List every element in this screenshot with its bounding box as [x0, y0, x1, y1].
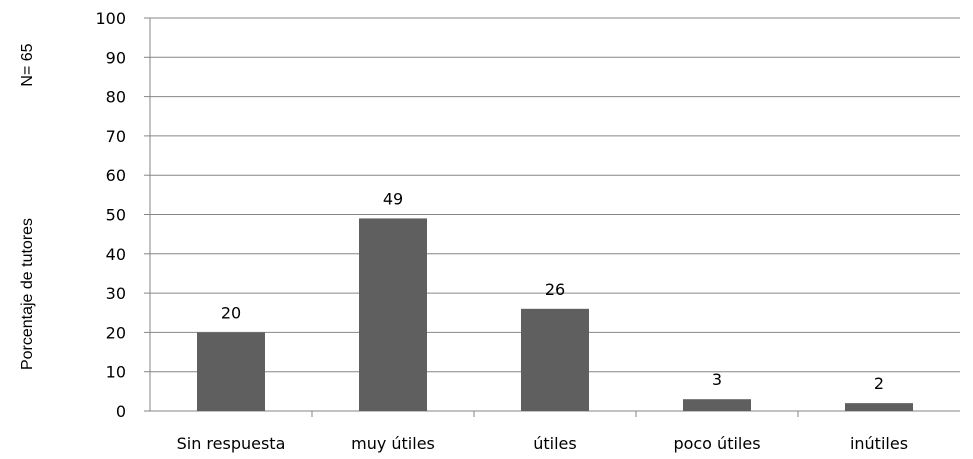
y-tick-label: 10 — [106, 363, 126, 382]
y-tick-label: 20 — [106, 323, 126, 342]
x-tick-label: poco útiles — [673, 434, 760, 453]
x-tick-label: Sin respuesta — [177, 434, 286, 453]
bar — [359, 218, 427, 411]
y-tick-label: 100 — [95, 9, 126, 28]
data-label: 49 — [383, 189, 403, 208]
y-tick-label: 80 — [106, 88, 126, 107]
bar — [197, 332, 265, 411]
y-tick-label: 70 — [106, 127, 126, 146]
bar — [683, 399, 751, 411]
data-label: 26 — [545, 280, 565, 299]
x-tick-label: inútiles — [850, 434, 908, 453]
y-tick-label: 40 — [106, 245, 126, 264]
x-tick-label: muy útiles — [351, 434, 435, 453]
bar — [521, 308, 589, 411]
y-tick-label: 30 — [106, 284, 126, 303]
data-label: 2 — [874, 374, 884, 393]
data-label: 20 — [221, 303, 241, 322]
x-tick-label: útiles — [533, 434, 576, 453]
data-label: 3 — [712, 370, 722, 389]
y-tick-label: 90 — [106, 48, 126, 67]
bar — [845, 403, 913, 411]
y-tick-label: 0 — [116, 402, 126, 421]
y-tick-label: 60 — [106, 166, 126, 185]
y-tick-label: 50 — [106, 206, 126, 225]
